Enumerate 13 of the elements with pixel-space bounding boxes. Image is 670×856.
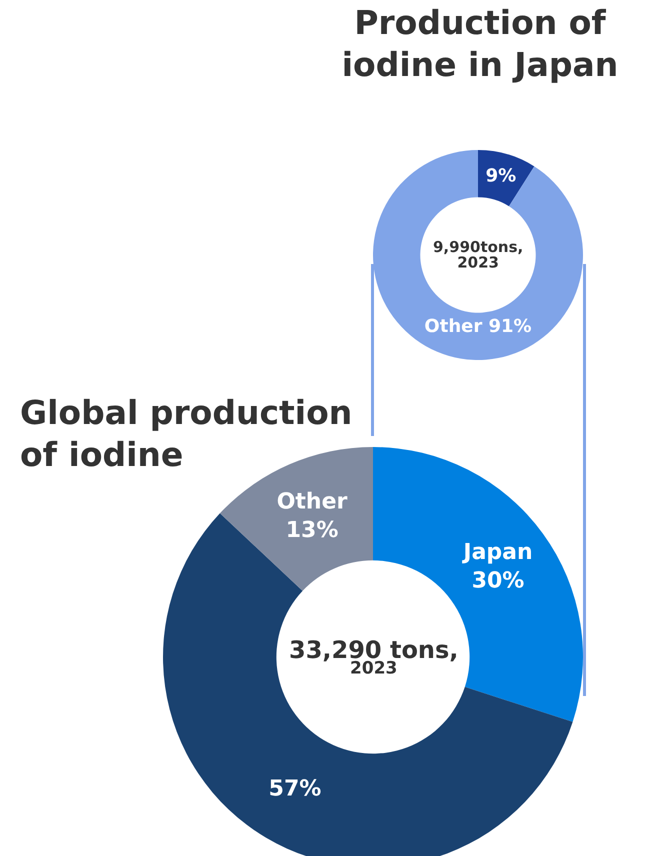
chart-title: Global production of iodine	[20, 392, 354, 476]
text: 9,990tons, 2023	[433, 238, 524, 272]
data-label: 9%	[486, 166, 516, 187]
data-label: 57%	[268, 776, 322, 802]
data-label: 30%	[472, 568, 524, 594]
donut-slice	[373, 150, 583, 360]
text: 33,290 tons, 2023	[289, 636, 458, 679]
data-label: 13%	[286, 518, 338, 544]
donut-slice	[478, 150, 534, 206]
slice-label: Other 91%	[424, 316, 532, 338]
slice-label: Other	[276, 490, 348, 515]
chart-title: Production of iodine in Japan	[340, 2, 620, 86]
slice-label: Japan	[461, 540, 533, 566]
